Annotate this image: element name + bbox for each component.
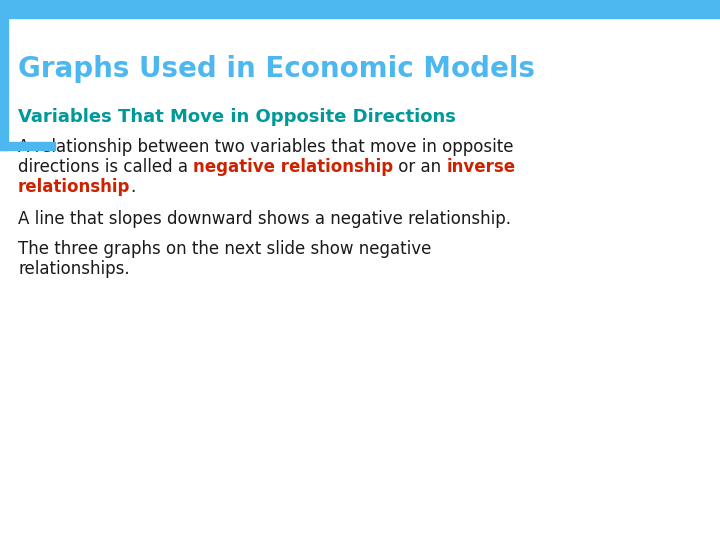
Text: inverse: inverse (446, 158, 516, 176)
Text: or an: or an (393, 158, 446, 176)
Text: relationships.: relationships. (18, 260, 130, 278)
Bar (0, 0, 720, 18)
Text: relationship: relationship (18, 178, 130, 196)
Text: negative relationship: negative relationship (193, 158, 393, 176)
Text: The three graphs on the next slide show negative: The three graphs on the next slide show … (18, 240, 431, 258)
Text: A line that slopes downward shows a negative relationship.: A line that slopes downward shows a nega… (18, 210, 511, 228)
Text: A relationship between two variables that move in opposite: A relationship between two variables tha… (18, 138, 513, 156)
Bar (0, 142, 55, 150)
Text: Variables That Move in Opposite Directions: Variables That Move in Opposite Directio… (18, 108, 456, 126)
Text: .: . (130, 178, 135, 196)
Text: Graphs Used in Economic Models: Graphs Used in Economic Models (18, 55, 535, 83)
Bar (0, 18, 8, 150)
Text: directions is called a: directions is called a (18, 158, 193, 176)
